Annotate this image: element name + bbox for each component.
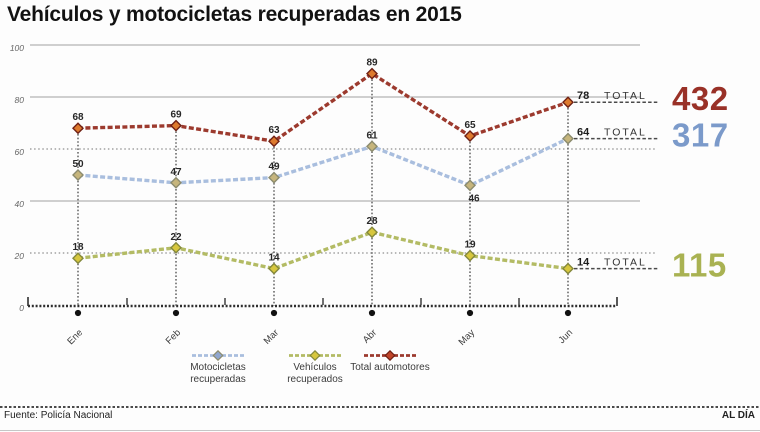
motocicletas-marker [268,171,280,184]
motocicletas-total-value: 317 [672,117,729,154]
legend-item-total-automotores: Total automotores [342,350,438,374]
total-automotores-marker [72,122,84,135]
total-automotores-marker [562,96,574,109]
y-tick-label: 100 [10,43,24,53]
point-label: 18 [72,242,84,253]
motocicletas-marker [72,169,84,181]
point-label: 19 [464,240,476,251]
point-label: 63 [268,125,280,136]
line-chart: 0 20 40 60 80 100 Ene Feb Mar Abr May Jun 14 TOTAL 115… [10,43,729,348]
legend-item-label: Vehículos recuperados [287,362,343,385]
legend-item-motocicletas: Motocicletas recuperadas [170,350,266,385]
y-tick-label: 40 [15,199,25,209]
last-value-label: 14 [577,257,590,269]
month-dot [564,309,572,317]
vehiculos-marker [268,262,280,275]
point-label: 69 [170,110,182,121]
total-automotores-legend-marker-icon [364,350,416,361]
vehiculos-legend-marker-icon [289,350,341,361]
last-value-label: 64 [577,127,590,139]
month-label: Jun [557,327,576,346]
total-automotores-marker [170,119,182,132]
vehiculos-marker [366,226,378,239]
total-label: TOTAL [604,90,647,102]
point-label: 47 [170,167,182,178]
last-value-label: 78 [577,90,589,102]
motocicletas-marker [562,132,574,145]
point-label: 89 [366,58,378,69]
footer-separator [0,406,760,408]
point-label: 14 [268,253,280,264]
month-dot [74,309,82,317]
motocicletas-line [77,137,569,188]
legend: Motocicletas recuperadas Vehículos recupe… [0,350,760,402]
point-label: 28 [366,216,378,227]
chart-title: Vehículos y motocicletas recuperadas en … [7,3,462,26]
footer-source: Fuente: Policía Nacional [4,410,113,421]
y-tick-label: 80 [15,95,25,105]
footer-brand: AL DÍA [721,410,755,421]
motocicletas-marker [170,176,182,189]
total-label: TOTAL [604,257,647,269]
y-tick-label: 0 [19,303,24,313]
legend-item-label: Motocicletas recuperadas [190,362,246,385]
total-automotores-marker [366,67,378,80]
motocicletas-marker [464,179,476,192]
y-tick-label: 20 [14,251,25,261]
month-dot [466,309,474,317]
month-dot [172,309,180,317]
point-label: 49 [268,162,280,173]
vehiculos-marker [464,249,476,262]
y-tick-label: 60 [15,147,25,157]
total-automotores-marker [464,130,476,142]
legend-item-vehiculos: Vehículos recuperados [267,350,363,385]
total-automotores-line [77,71,569,143]
point-label: 68 [72,112,84,123]
month-dot [368,309,376,317]
total-automotores-marker [268,135,280,148]
point-label: 46 [468,193,480,204]
legend-item-label: Total automotores [350,362,430,373]
vehiculos-marker [72,252,84,265]
vehiculos-marker [170,241,182,254]
point-label: 65 [464,120,476,131]
point-label: 61 [366,130,378,141]
point-label: 22 [170,232,182,243]
point-label: 50 [72,159,84,170]
month-label: Ene [65,327,85,347]
motocicletas-legend-marker-icon [192,350,244,361]
total-label: TOTAL [604,127,647,139]
month-label: May [457,327,478,348]
vehiculos-total-value: 115 [672,247,727,284]
month-label: Feb [164,327,183,346]
total-automotores-total-value: 432 [672,80,729,117]
motocicletas-marker [366,140,378,153]
month-label: Mar [262,327,281,346]
vehiculos-marker [562,262,574,275]
month-label: Abr [361,327,379,345]
month-dot [270,309,278,317]
bottom-rule [0,430,760,431]
vehiculos-line [77,230,569,271]
